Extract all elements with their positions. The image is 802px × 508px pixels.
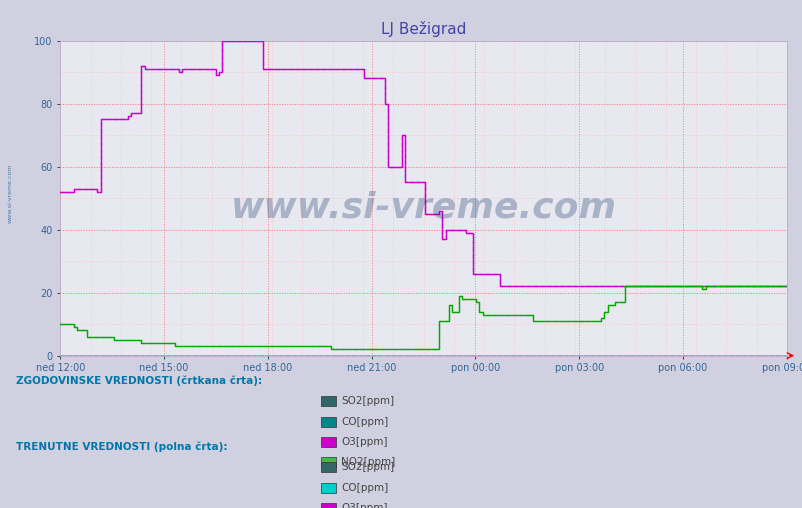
Text: www.si-vreme.com: www.si-vreme.com bbox=[230, 190, 616, 225]
Text: NO2[ppm]: NO2[ppm] bbox=[341, 457, 395, 467]
Text: O3[ppm]: O3[ppm] bbox=[341, 503, 387, 508]
Text: CO[ppm]: CO[ppm] bbox=[341, 417, 388, 427]
Text: SO2[ppm]: SO2[ppm] bbox=[341, 396, 394, 406]
Text: O3[ppm]: O3[ppm] bbox=[341, 437, 387, 447]
Text: CO[ppm]: CO[ppm] bbox=[341, 483, 388, 493]
Text: www.si-vreme.com: www.si-vreme.com bbox=[8, 163, 13, 223]
Text: TRENUTNE VREDNOSTI (polna črta):: TRENUTNE VREDNOSTI (polna črta): bbox=[16, 441, 227, 452]
Text: SO2[ppm]: SO2[ppm] bbox=[341, 462, 394, 472]
Title: LJ Bežigrad: LJ Bežigrad bbox=[380, 21, 466, 37]
Text: ZGODOVINSKE VREDNOSTI (črtkana črta):: ZGODOVINSKE VREDNOSTI (črtkana črta): bbox=[16, 375, 262, 386]
